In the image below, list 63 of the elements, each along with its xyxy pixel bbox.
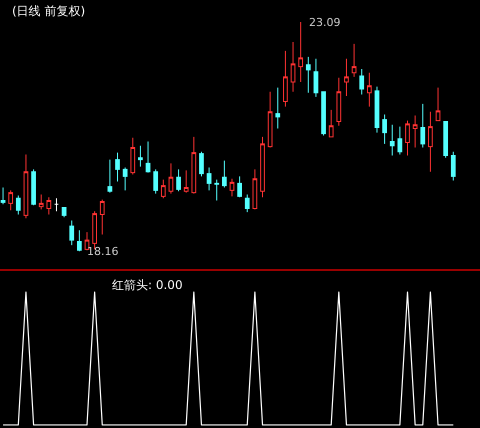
candlestick — [428, 111, 433, 172]
chart-title: (日线 前复权) — [12, 4, 86, 18]
candlestick — [16, 194, 21, 215]
candlestick — [100, 199, 105, 235]
candlestick — [359, 68, 364, 96]
candlestick — [412, 114, 418, 148]
candlestick — [84, 232, 90, 251]
candlestick — [450, 151, 456, 182]
candlestick — [76, 230, 82, 252]
candlestick — [398, 126, 402, 156]
candlestick — [275, 87, 280, 129]
candlestick — [352, 43, 356, 78]
candlestick — [252, 168, 258, 210]
candlestick — [138, 145, 143, 168]
candlestick — [237, 176, 242, 198]
candlestick — [268, 91, 273, 148]
candlestick — [321, 91, 326, 136]
candlestick — [168, 162, 174, 194]
candlestick — [46, 196, 52, 215]
candlestick — [222, 160, 227, 188]
candlestick — [306, 56, 311, 94]
candlestick — [344, 58, 349, 96]
candlestick — [260, 136, 265, 198]
candlestick — [244, 194, 250, 213]
candlestick — [374, 86, 380, 134]
candlestick — [130, 137, 136, 176]
candlestick — [314, 58, 318, 98]
candlestick — [298, 22, 304, 82]
candlestick — [184, 170, 189, 194]
candlestick — [54, 198, 59, 212]
candlestick — [24, 154, 28, 219]
candlestick — [146, 141, 150, 174]
candlestick — [199, 151, 204, 177]
chart-title: 红箭头: 0.00 — [112, 278, 183, 292]
candlestick — [443, 121, 448, 158]
candlestick — [191, 136, 196, 194]
candlestick — [328, 109, 334, 138]
candlestick — [405, 120, 410, 156]
candlestick — [206, 167, 212, 191]
candlestick — [122, 167, 128, 191]
candlestick — [230, 178, 234, 197]
candlestick — [176, 168, 181, 192]
candlestick — [290, 42, 296, 92]
candlestick — [31, 168, 36, 206]
candlestick — [153, 168, 158, 194]
candlestick — [0, 187, 6, 205]
candlestick — [382, 114, 387, 144]
candlestick — [62, 207, 66, 218]
candlestick — [366, 72, 372, 108]
candlestick — [69, 220, 74, 246]
candlestick — [115, 152, 120, 182]
annotation: 23.09 — [309, 16, 340, 29]
candlestick — [8, 190, 14, 211]
candlestick — [108, 159, 112, 194]
candlestick — [420, 103, 426, 148]
candlestick — [390, 124, 395, 156]
candlestick — [38, 194, 44, 210]
candlestick — [214, 179, 220, 202]
candlestick — [283, 50, 288, 108]
annotation: 18.16 — [87, 245, 118, 258]
candlestick — [160, 179, 166, 199]
candlestick — [436, 87, 440, 122]
candlestick — [336, 77, 342, 126]
